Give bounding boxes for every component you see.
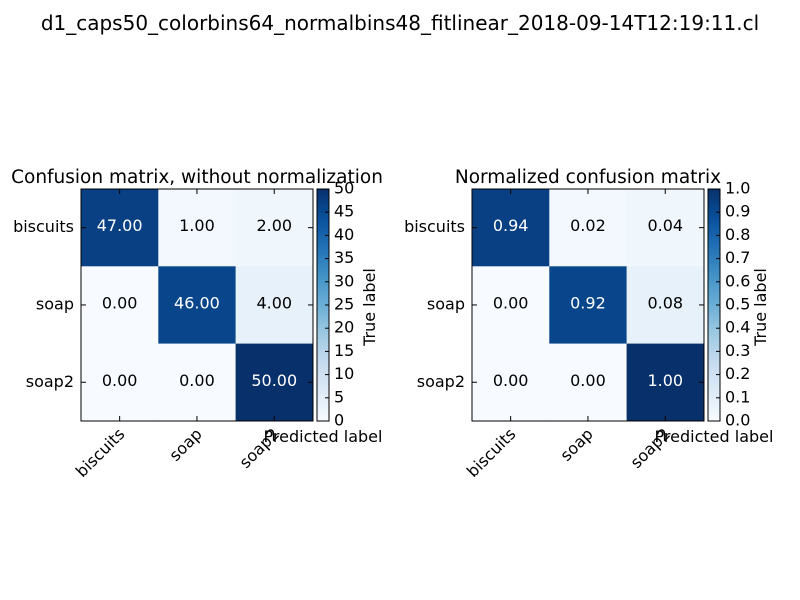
colorbar-tick-label: 0.2	[725, 364, 750, 383]
cell-label-2-2: 1.00	[647, 371, 683, 390]
heatmap-cell-2-2	[235, 343, 314, 422]
cell-label-1-2: 4.00	[256, 293, 292, 312]
colorbar-tick-label: 0.5	[725, 295, 750, 314]
colorbar-tick-label: 0.0	[725, 411, 750, 430]
colorbar-tick-label: 15	[334, 341, 354, 360]
heatmap-cell-1-1	[158, 266, 237, 345]
cell-label-2-1: 0.00	[179, 371, 215, 390]
heatmap-cell-2-0	[81, 343, 159, 422]
cell-label-2-1: 0.00	[570, 371, 606, 390]
colorbar-tick-label: 45	[334, 202, 354, 221]
cell-label-0-2: 0.04	[647, 216, 683, 235]
confusion-panel-normalized: 0.94 0.02 0.04 0.00 0.92 0.08 0.00 0.00 1.00 bisc…	[404, 167, 773, 481]
x-axis-label: Predicted label	[264, 427, 383, 446]
colorbar-tick-label: 30	[334, 271, 354, 290]
cell-label-0-1: 0.02	[570, 216, 606, 235]
heatmap-cell-2-2	[626, 343, 705, 422]
heatmap-cell-0-1	[158, 189, 237, 267]
y-tick-label-biscuits: biscuits	[404, 217, 465, 236]
colorbar-tick-label: 0.3	[725, 341, 750, 360]
cell-label-0-2: 2.00	[256, 216, 292, 235]
cell-label-1-1: 46.00	[174, 293, 220, 312]
chart-title: Confusion matrix, without normalization	[11, 167, 383, 188]
heatmap-cell-0-0	[81, 189, 159, 267]
confusion-panel-raw: 47.00 1.00 2.00 0.00 46.00 4.00 0.00 0.00 50.00 b…	[11, 167, 383, 481]
x-tick-label-biscuits: biscuits	[72, 424, 129, 481]
y-tick-label-soap2: soap2	[417, 372, 465, 391]
colorbar-tick-label: 0.8	[725, 225, 750, 244]
cell-label-1-2: 0.08	[647, 293, 683, 312]
heatmap-cell-1-0	[81, 266, 159, 345]
y-tick-label-soap: soap	[427, 294, 465, 313]
y-axis-label: True label	[360, 268, 379, 347]
heatmap-cell-0-2	[235, 189, 314, 267]
cell-label-0-0: 47.00	[97, 216, 143, 235]
colorbar-tick-label: 10	[334, 364, 354, 383]
heatmap-cell-1-0	[472, 266, 550, 345]
y-axis-label: True label	[751, 268, 770, 347]
cell-label-0-0: 0.94	[493, 216, 529, 235]
x-tick-label-soap: soap	[556, 424, 596, 464]
colorbar-tick-label: 0.7	[725, 248, 750, 267]
cell-label-0-1: 1.00	[179, 216, 215, 235]
colorbar-tick-label: 50	[334, 179, 354, 198]
heatmap-cell-1-2	[626, 266, 705, 345]
figure-suptitle: d1_caps50_colorbins64_normalbins48_fitli…	[41, 11, 759, 35]
colorbar-tick-label: 0.4	[725, 318, 750, 337]
cell-label-1-1: 0.92	[570, 293, 606, 312]
heatmap-cell-0-2	[626, 189, 705, 267]
colorbar-tick-label: 0	[334, 411, 344, 430]
colorbar-tick-label: 25	[334, 295, 354, 314]
heatmap-cell-0-0	[472, 189, 550, 267]
colorbar-tick-label: 35	[334, 248, 354, 267]
cell-label-2-0: 0.00	[493, 371, 529, 390]
cell-label-2-2: 50.00	[251, 371, 297, 390]
heatmap-cell-2-1	[549, 343, 628, 422]
x-axis-label: Predicted label	[655, 427, 774, 446]
colorbar-tick-label: 5	[334, 387, 344, 406]
colorbar-tick-label: 40	[334, 225, 354, 244]
heatmap-cell-2-1	[158, 343, 237, 422]
heatmap-cell-1-2	[235, 266, 314, 345]
colorbar-tick-label: 20	[334, 318, 354, 337]
heatmap-cell-0-1	[549, 189, 628, 267]
x-tick-label-soap: soap	[165, 424, 205, 464]
colorbar-tick-label: 0.9	[725, 202, 750, 221]
x-tick-label-biscuits: biscuits	[463, 424, 520, 481]
chart-title: Normalized confusion matrix	[455, 167, 721, 188]
heatmap-cell-2-0	[472, 343, 550, 422]
cell-label-2-0: 0.00	[102, 371, 138, 390]
colorbar-tick-label: 1.0	[725, 179, 750, 198]
y-tick-label-soap: soap	[36, 294, 74, 313]
colorbar-tick-label: 0.1	[725, 387, 750, 406]
heatmap-cell-1-1	[549, 266, 628, 345]
cell-label-1-0: 0.00	[102, 293, 138, 312]
y-tick-label-soap2: soap2	[26, 372, 74, 391]
y-tick-label-biscuits: biscuits	[13, 217, 74, 236]
colorbar-tick-label: 0.6	[725, 271, 750, 290]
cell-label-1-0: 0.00	[493, 293, 529, 312]
